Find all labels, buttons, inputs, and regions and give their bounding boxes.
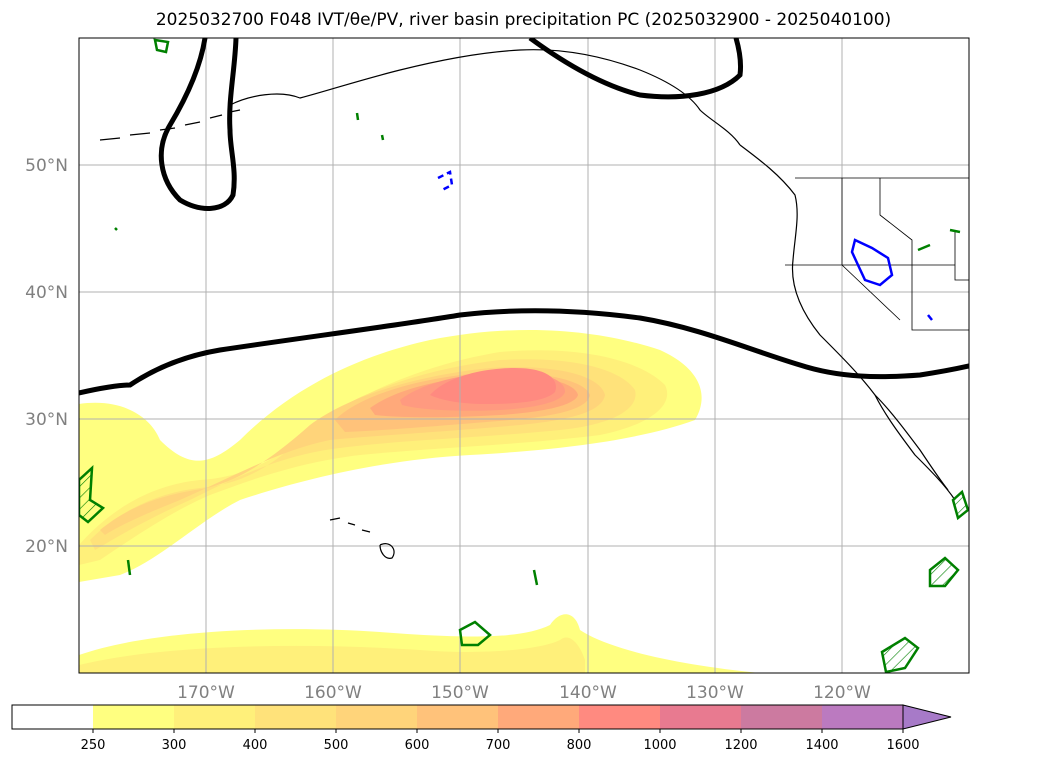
lat-label-30: 30°N [25, 410, 68, 430]
colorbar-extend-arrow [902, 704, 952, 730]
colorbar-frame [11, 704, 904, 730]
theta-e-contour-main [79, 308, 969, 396]
colorbar-tick-label: 400 [243, 738, 268, 753]
basin-north-west [153, 38, 170, 54]
ivt-shading [79, 329, 760, 673]
ivt-level-1000 [430, 368, 556, 404]
colorbar-tick-label: 1600 [886, 738, 919, 753]
alaska-coast [229, 49, 741, 146]
theta-e-contour-north [158, 38, 239, 211]
baja-california [874, 394, 949, 491]
basin-small-dots [114, 112, 539, 586]
colorbar-tick-label: 800 [567, 738, 592, 753]
lon-label-150w: 150°W [431, 683, 489, 703]
colorbar-tick-label: 1200 [724, 738, 757, 753]
pv-contour-dashed [437, 170, 454, 192]
colorbar-swatch [336, 705, 417, 729]
map-grid [79, 38, 969, 673]
basin-small-west [126, 559, 132, 576]
colorbar-swatch [255, 705, 336, 729]
basin-hatched-e [951, 489, 969, 521]
title-text: 2025032700 F048 IVT/θe/PV, river basin p… [155, 10, 892, 30]
colorbar-tick-label: 500 [324, 738, 349, 753]
colorbar-swatches [12, 705, 903, 729]
colorbar-swatch [660, 705, 741, 729]
hawaii-islands [329, 517, 395, 559]
colorbar-swatch [822, 705, 903, 729]
lon-label-170w: 170°W [177, 683, 235, 703]
state-borders [785, 177, 969, 331]
lat-label-20: 20°N [25, 537, 68, 557]
page-title: 2025032700 F048 IVT/θe/PV, river basin p… [0, 10, 1047, 30]
lon-label-140w: 140°W [559, 683, 617, 703]
colorbar-labels: 250 300 400 500 600 700 800 1000 1200 1400 1600 [81, 729, 920, 753]
colorbar-tick-label: 600 [405, 738, 430, 753]
lon-label-120w: 120°W [813, 683, 871, 703]
map-frame [78, 37, 970, 674]
colorbar-tick-label: 250 [81, 738, 106, 753]
colorbar-tick-label: 300 [162, 738, 187, 753]
colorbar-tick-label: 1400 [805, 738, 838, 753]
basin-hatched-south [458, 620, 492, 647]
lat-label-50: 50°N [25, 156, 68, 176]
colorbar-swatch [741, 705, 822, 729]
theta-e-contour-gulf [528, 38, 743, 100]
colorbar-swatch [12, 705, 93, 729]
lon-label-130w: 130°W [686, 683, 744, 703]
colorbar-swatch [174, 705, 255, 729]
colorbar: 250 300 400 500 600 700 800 1000 1200 1400 1600 [11, 704, 952, 753]
coastlines [99, 49, 969, 559]
basin-hatched-se2 [880, 636, 920, 673]
theta-e-contours [79, 38, 969, 396]
colorbar-swatch [417, 705, 498, 729]
colorbar-tick-label: 1000 [643, 738, 676, 753]
basin-small-ne [917, 228, 961, 252]
river-basin-contours [79, 38, 969, 673]
na-west-coast [739, 144, 956, 501]
basin-hatched-west [79, 464, 106, 524]
colorbar-tick-label: 700 [486, 738, 511, 753]
colorbar-swatch [498, 705, 579, 729]
pv-contour-small [927, 314, 933, 321]
lon-labels: 170°W 160°W 150°W 140°W 130°W 120°W [177, 683, 871, 703]
pv-contours [437, 170, 933, 321]
lon-label-160w: 160°W [304, 683, 362, 703]
colorbar-swatch [579, 705, 660, 729]
colorbar-swatch [93, 705, 174, 729]
lat-label-40: 40°N [25, 283, 68, 303]
pv-contour-basin [850, 238, 894, 287]
basin-hatched-se1 [928, 556, 960, 588]
lat-labels: 50°N 40°N 30°N 20°N [25, 156, 68, 557]
